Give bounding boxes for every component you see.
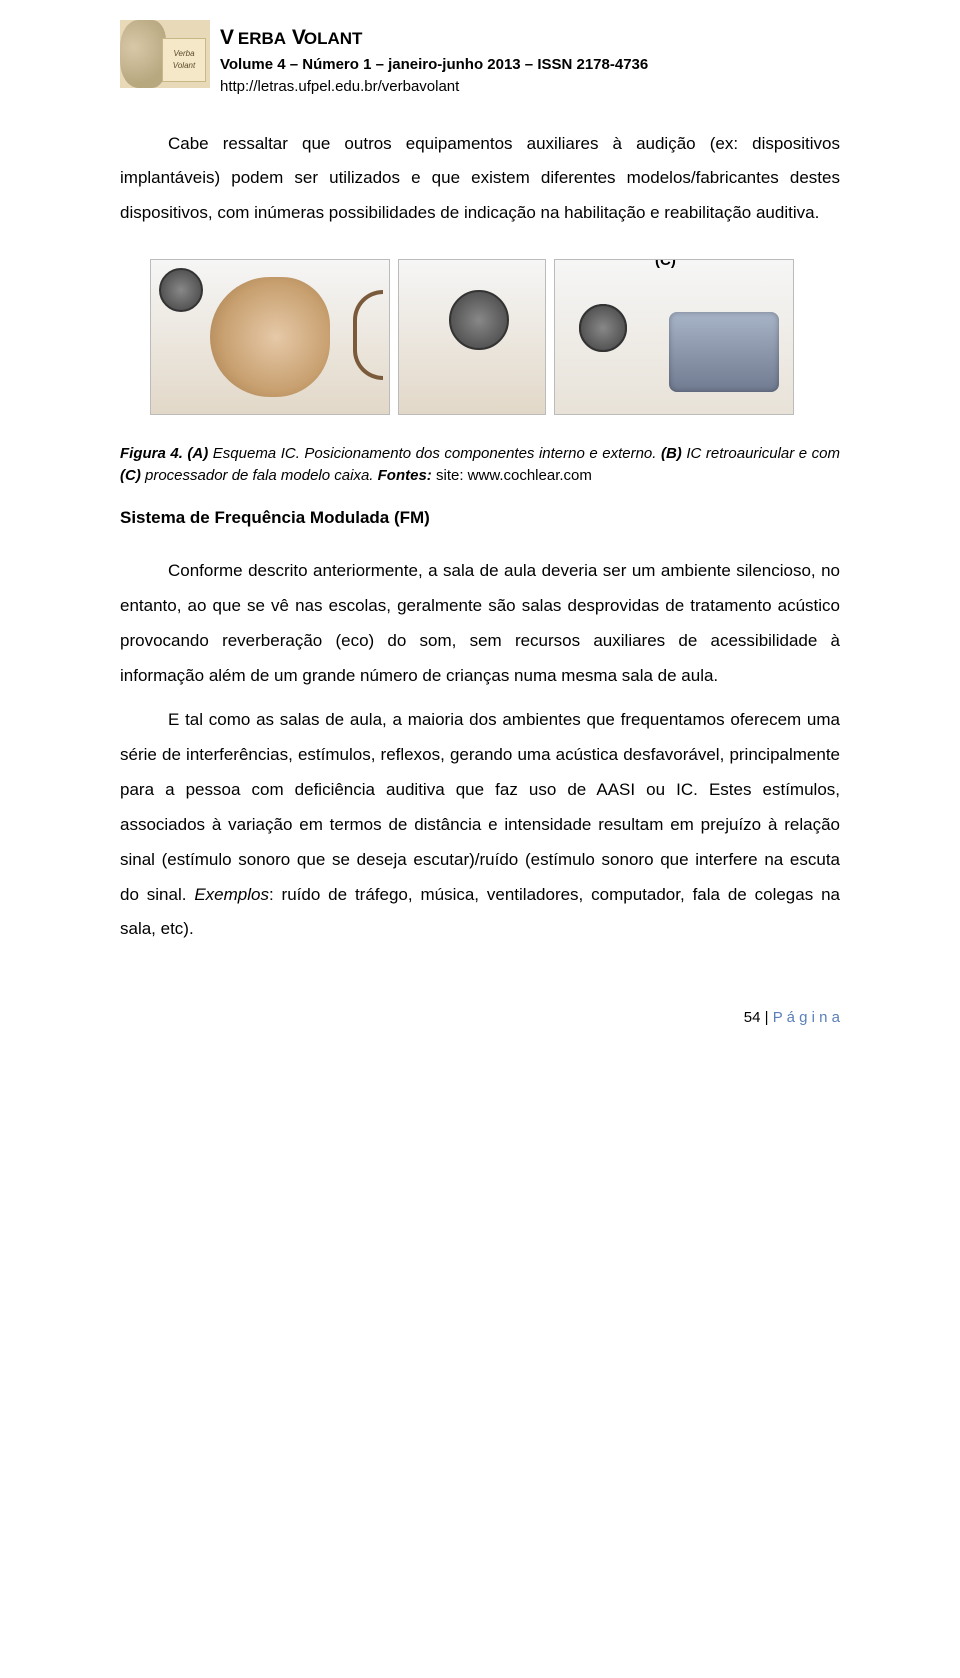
figure-4-caption: Figura 4. (A) Esquema IC. Posicionamento… [120,443,840,487]
paragraph-1: Cabe ressaltar que outros equipamentos a… [120,127,840,232]
figure-4-panel-a: (A) [150,259,390,415]
paragraph-3: E tal como as salas de aula, a maioria d… [120,703,840,947]
page-header: Verba Volant V ERBA VOLANT Volume 4 – Nú… [120,20,840,99]
figure-4-panel-c: (C) [554,259,794,415]
logo-face-graphic [120,20,166,88]
page-label: P á g i n a [773,1009,840,1026]
caption-lead: Figura 4. (A) [120,445,208,462]
page-number: 54 [744,1009,761,1026]
caption-t3: processador de fala modelo caixa. [141,467,378,484]
issue-line: Volume 4 – Número 1 – janeiro-junho 2013… [220,54,840,77]
logo-line-1: Verba [173,48,194,60]
title-frag-1: V [220,26,234,49]
caption-t1: Esquema IC. Posicionamento dos component… [208,445,661,462]
panel-c-label: (C) [655,259,676,273]
journal-url: http://letras.ufpel.edu.br/verbavolant [220,76,840,99]
panel-a-label: (A) [159,259,180,261]
processor-small-coil-icon [579,304,627,352]
journal-logo: Verba Volant [120,20,210,88]
caption-t2: IC retroauricular e com [682,445,840,462]
figure-4-panel-b: (B) [398,259,546,415]
box-processor-icon [669,312,779,392]
caption-b4: Fontes: [378,467,432,484]
paragraph-2: Conforme descrito anteriormente, a sala … [120,554,840,693]
footer-sep: | [760,1009,772,1026]
caption-b3: (C) [120,467,141,484]
retroauricular-device-icon [449,290,509,350]
bte-hook-icon [353,290,383,380]
para3-exemplos: Exemplos [194,885,269,904]
header-text-block: V ERBA VOLANT Volume 4 – Número 1 – jane… [220,20,840,99]
caption-b2: (B) [661,445,682,462]
figure-4: (A) (B) (C) [150,259,840,415]
logo-line-2: Volant [173,60,195,72]
para3-part-a: E tal como as salas de aula, a maioria d… [120,710,840,903]
caption-t4: site: www.cochlear.com [432,467,592,484]
panel-b-label: (B) [439,259,460,261]
page-footer: 54 | P á g i n a [120,1007,840,1030]
implant-coil-icon [159,268,203,312]
title-frag-2: ERBA [238,29,286,48]
title-frag-4: OLANT [304,29,363,48]
journal-title: V ERBA VOLANT [220,22,840,54]
section-heading-fm: Sistema de Frequência Modulada (FM) [120,505,840,531]
logo-text-box: Verba Volant [162,38,206,82]
ear-illustration [210,277,330,397]
